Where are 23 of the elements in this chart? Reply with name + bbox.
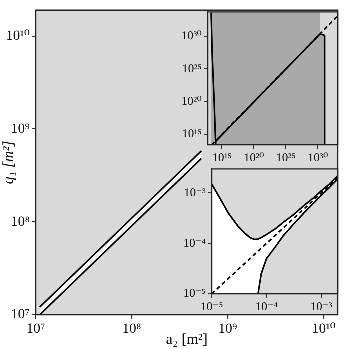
x-axis-title: a₂ [m²] [166,332,208,348]
x-tick-label: 10²⁰ [244,150,265,164]
y-tick-label: 10⁹ [11,122,30,137]
x-tick-label: 10¹⁰ [312,322,336,338]
x-tick-label: 10⁷ [26,322,46,338]
y-tick-label: 10⁻⁴ [183,236,206,250]
y-tick-label: 10⁻⁵ [183,286,206,300]
y-tick-label: 10³⁰ [182,28,202,43]
y-tick-label: 10¹⁵ [182,126,202,141]
y-tick-label: 10¹⁰ [6,28,30,44]
y-tick-label: 10⁸ [11,214,30,230]
x-tick-label: 10⁻⁴ [255,299,278,314]
x-tick-label: 10²⁵ [276,150,296,164]
x-tick-label: 10⁸ [122,322,142,338]
x-tick-label: 10¹⁵ [212,150,232,164]
x-tick-label: 10³⁰ [308,150,328,164]
y-tick-label: 10²⁰ [182,94,202,108]
y-tick-label: 10⁻³ [184,185,206,200]
y-tick-label: 10²⁵ [182,61,202,76]
x-tick-label: 10⁻³ [310,299,333,314]
x-tick-label: 10⁹ [218,322,238,338]
x-tick-label: 10⁻⁵ [200,299,224,314]
y-axis-title: q₁ [m²] [0,140,17,184]
